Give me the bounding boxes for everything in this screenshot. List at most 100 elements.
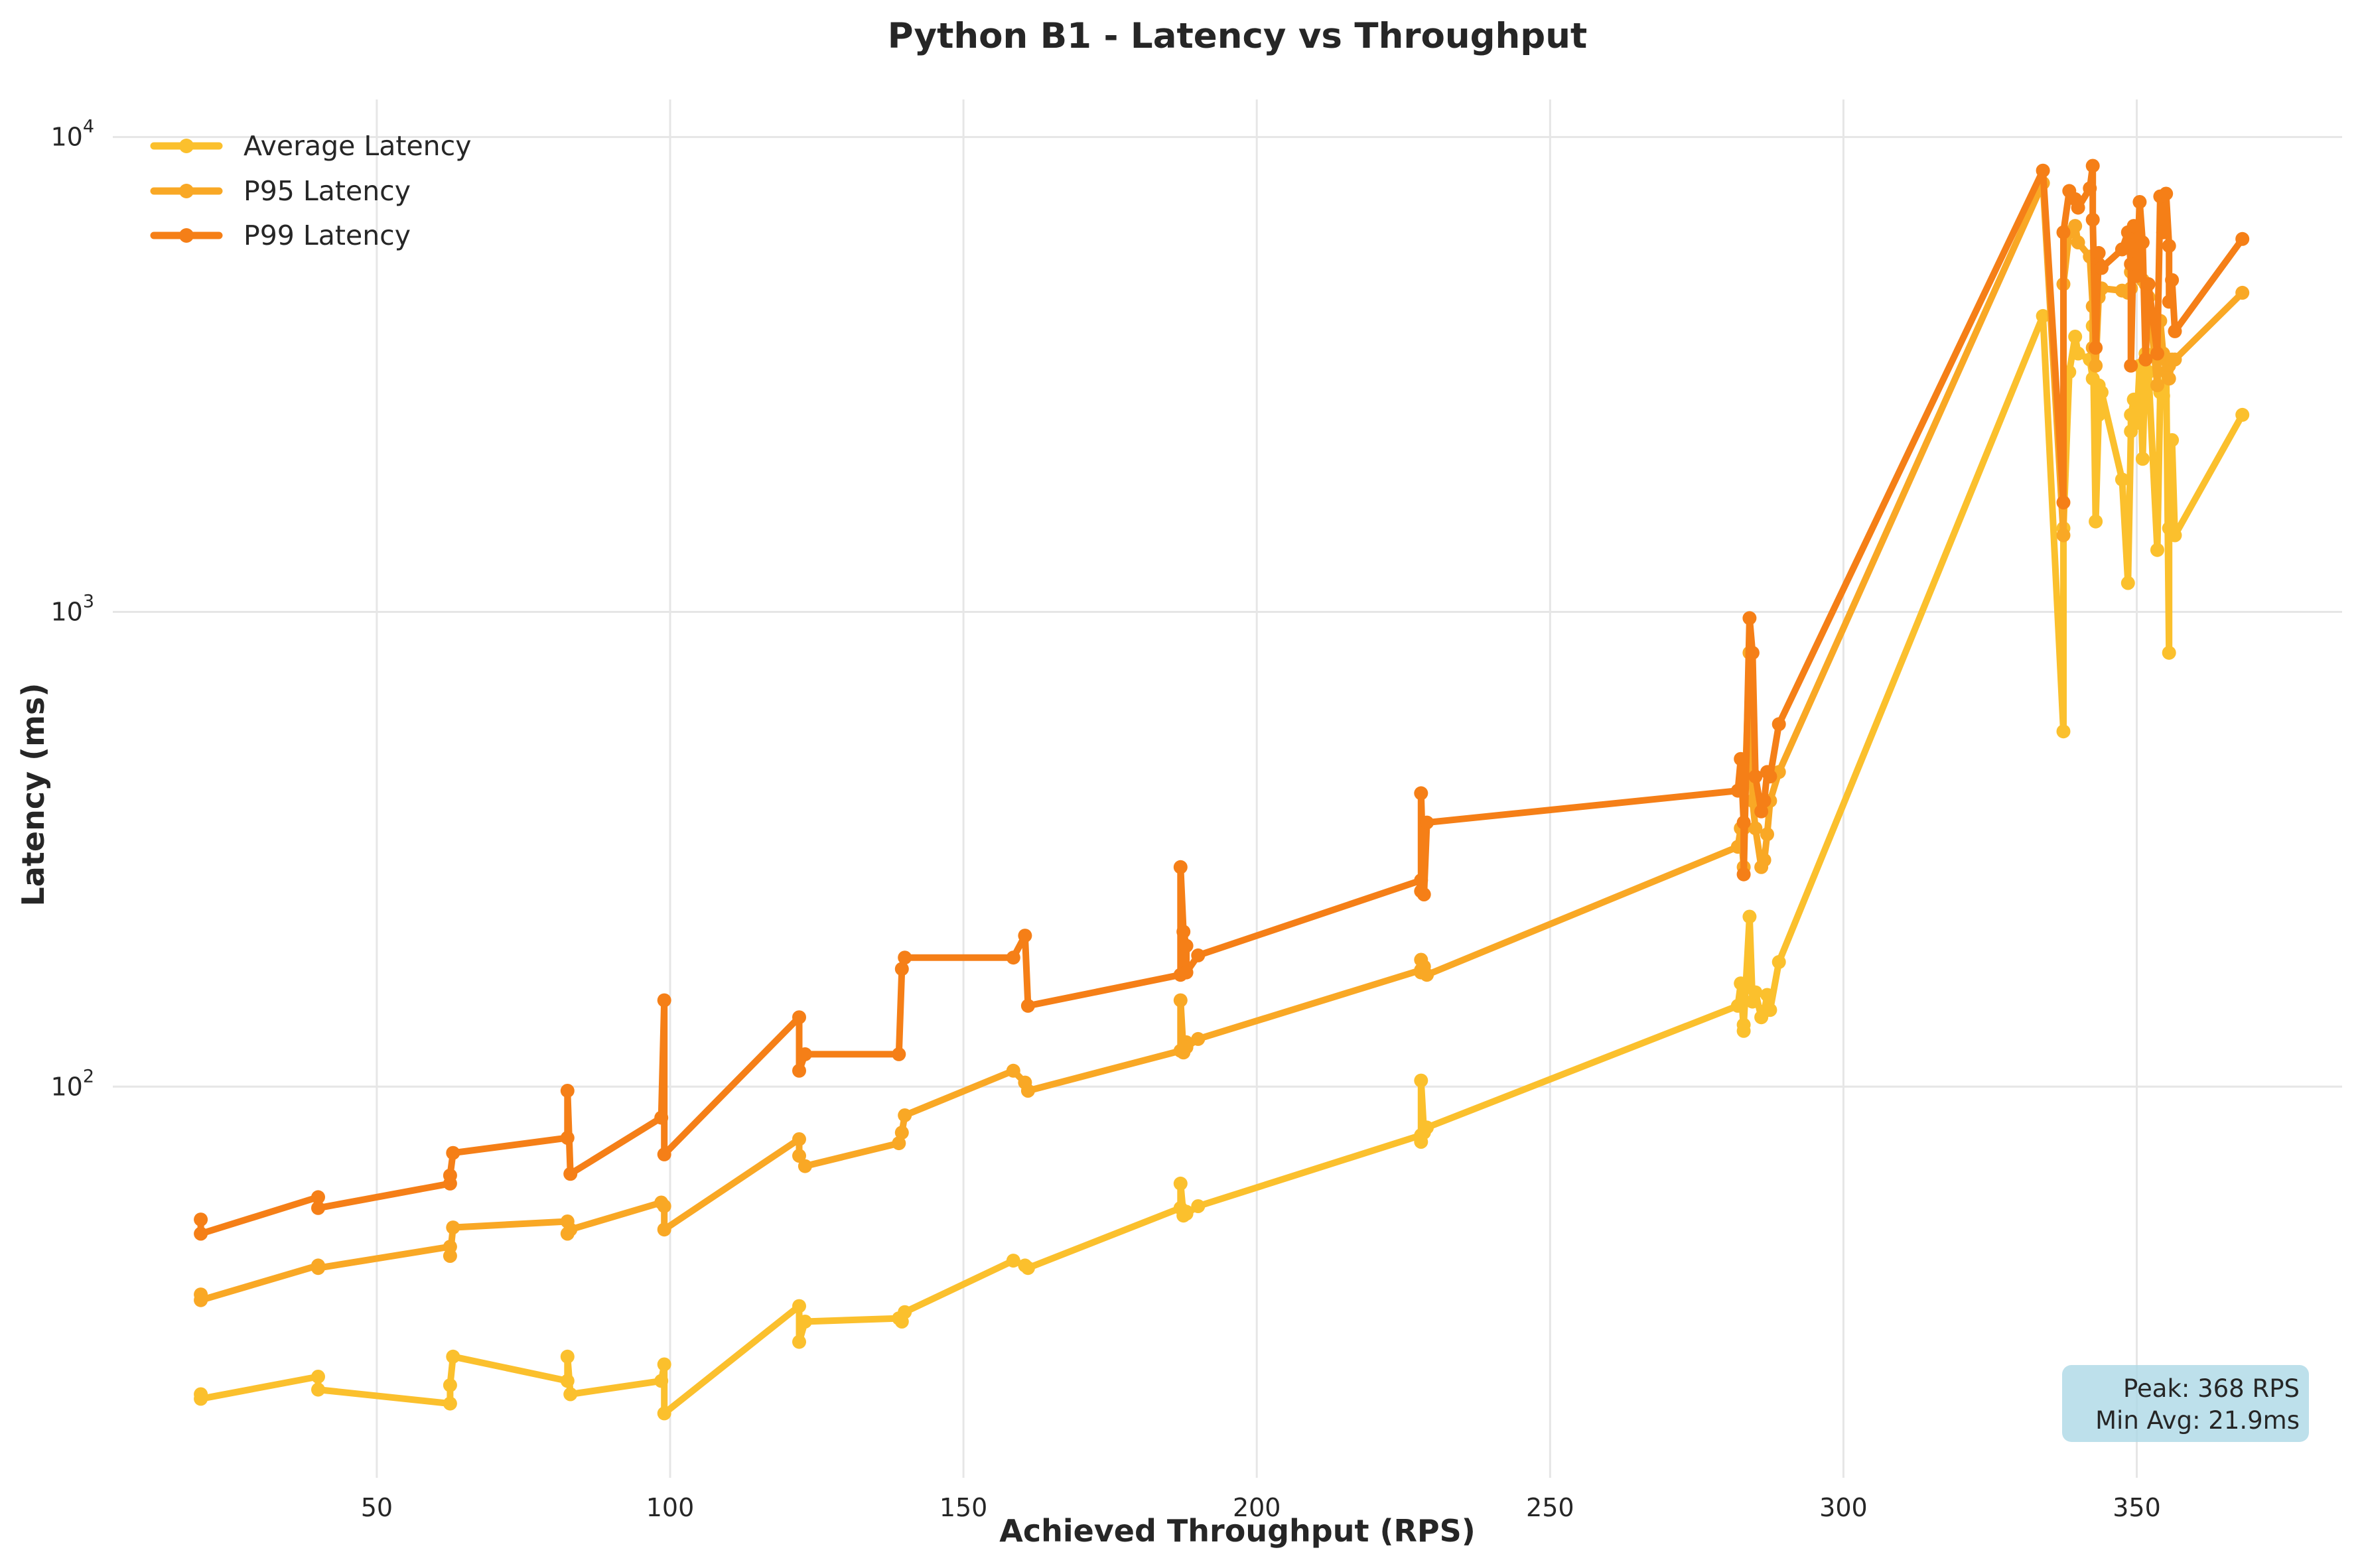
x-tick-label: 300 [1819, 1493, 1868, 1522]
data-point-p99 [1414, 786, 1428, 801]
data-point-p95 [2056, 528, 2071, 543]
data-point-p95 [2235, 285, 2250, 300]
data-point-p99 [560, 1131, 575, 1145]
data-point-p99 [194, 1212, 208, 1227]
data-point-average [2150, 543, 2164, 557]
data-point-p99 [2132, 195, 2147, 209]
data-point-p95 [194, 1293, 208, 1307]
data-point-p95 [1020, 1084, 1035, 1098]
legend-marker-p95 [179, 184, 194, 198]
data-point-average [2168, 528, 2182, 543]
annotation-peak-rps: Peak: 368 RPS [2123, 1374, 2300, 1403]
data-point-average [1760, 988, 1774, 1002]
data-point-p95 [894, 1126, 909, 1140]
data-point-p99 [2141, 277, 2156, 291]
data-point-average [654, 1374, 669, 1388]
data-point-p95 [798, 1159, 812, 1173]
data-point-average [1734, 976, 1748, 991]
x-tick-label: 350 [2113, 1493, 2161, 1522]
data-point-p99 [892, 1047, 906, 1061]
data-point-p95 [563, 1222, 578, 1237]
data-point-p99 [2165, 273, 2180, 287]
data-point-p99 [1179, 965, 1194, 980]
data-point-p95 [657, 1222, 671, 1237]
legend: Average Latency P95 Latency P99 Latency [150, 130, 471, 251]
data-point-average [2120, 576, 2135, 590]
legend-label-p99: P99 Latency [243, 220, 411, 251]
data-point-p99 [311, 1201, 325, 1215]
data-point-p95 [1173, 993, 1188, 1008]
data-point-average [2156, 389, 2170, 403]
data-point-p99 [2089, 340, 2103, 355]
x-tick-label: 200 [1233, 1493, 1281, 1522]
y-axis-label: Latency (ms) [15, 683, 51, 907]
data-point-p99 [1006, 950, 1020, 965]
data-point-p99 [2162, 239, 2176, 253]
data-point-average [2126, 392, 2141, 407]
data-point-p99 [1173, 860, 1188, 874]
data-point-p99 [2138, 352, 2153, 367]
data-point-p99 [1772, 717, 1786, 732]
data-point-average [1730, 998, 1745, 1013]
data-point-average [2095, 385, 2109, 399]
data-point-average [2071, 346, 2085, 361]
data-point-p99 [1179, 939, 1194, 953]
data-point-average [1020, 1261, 1035, 1275]
data-point-p99 [1754, 804, 1769, 818]
data-point-average [1173, 1176, 1188, 1191]
series-layer [194, 159, 2250, 1421]
data-point-p95 [892, 1136, 906, 1151]
data-point-average [1772, 954, 1786, 969]
data-point-average [563, 1387, 578, 1402]
data-point-p99 [2162, 294, 2176, 309]
data-point-average [1748, 985, 1763, 1000]
data-point-average [2056, 724, 2071, 739]
x-tick-label: 250 [1526, 1493, 1574, 1522]
data-point-p99 [1763, 769, 1777, 784]
data-point-p99 [2095, 261, 2109, 275]
data-point-average [792, 1299, 806, 1313]
data-point-p99 [2124, 257, 2138, 271]
y-tick-label: 102 [50, 1066, 94, 1101]
data-point-p95 [792, 1149, 806, 1163]
data-point-average [560, 1349, 575, 1364]
data-point-average [2115, 472, 2129, 487]
legend-item-p99: P99 Latency [150, 220, 411, 251]
data-point-p99 [792, 1010, 806, 1025]
data-point-p99 [1757, 793, 1772, 808]
data-point-p99 [563, 1167, 578, 1181]
data-point-p95 [657, 1199, 671, 1213]
data-point-p99 [792, 1063, 806, 1078]
data-point-average [311, 1382, 325, 1397]
legend-item-average: Average Latency [150, 130, 471, 162]
data-point-p95 [311, 1261, 325, 1275]
data-point-p99 [798, 1047, 812, 1061]
data-point-p95 [1179, 1040, 1194, 1055]
data-point-p99 [2083, 181, 2097, 196]
data-point-p99 [2135, 235, 2150, 249]
data-point-average [2036, 308, 2050, 323]
y-tick-base: 10 [50, 1072, 82, 1101]
data-point-p95 [792, 1132, 806, 1146]
data-point-p99 [1734, 751, 1748, 766]
data-point-p99 [2071, 200, 2085, 215]
data-point-p95 [2168, 352, 2182, 367]
data-point-average [446, 1349, 460, 1364]
legend-label-p95: P95 Latency [243, 175, 411, 207]
legend-marker-p99 [179, 228, 194, 243]
x-tick-labels: 50 100 150 200 250 300 350 [361, 1493, 2161, 1522]
data-point-p95 [1191, 1031, 1206, 1046]
data-point-p99 [2085, 159, 2100, 173]
data-point-p99 [443, 1168, 457, 1183]
data-point-average [443, 1396, 457, 1411]
data-point-p99 [2085, 212, 2100, 227]
x-tick-label: 50 [361, 1493, 393, 1522]
y-tick-label: 103 [50, 591, 94, 626]
data-point-average [443, 1378, 457, 1392]
data-point-average [1414, 1073, 1428, 1088]
chart-title: Python B1 - Latency vs Throughput [888, 16, 1588, 56]
data-point-average [2068, 330, 2083, 344]
x-tick-label: 150 [939, 1493, 988, 1522]
